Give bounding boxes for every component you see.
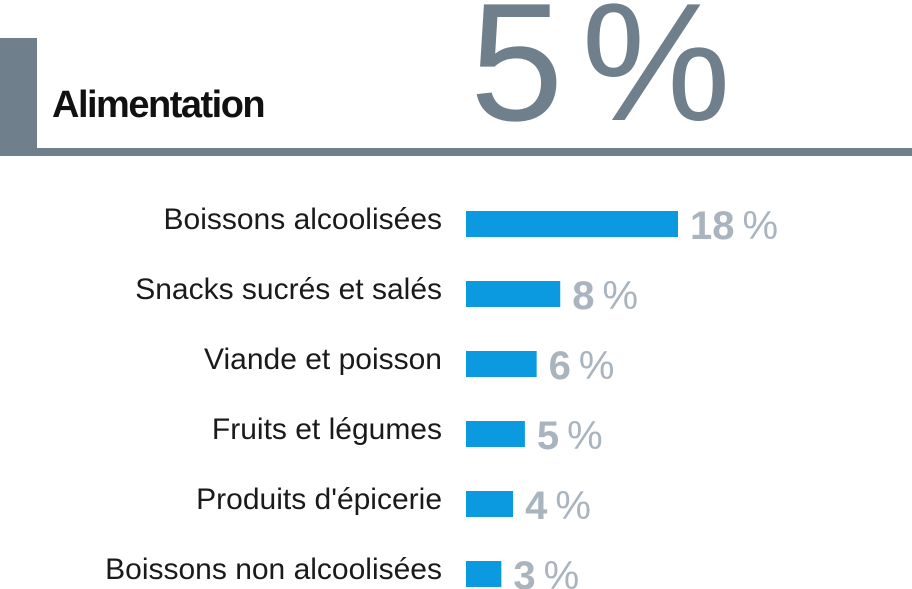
category-label: Produits d'épicerie [196, 483, 442, 516]
value-label: 4% [525, 484, 591, 528]
category-label: Snacks sucrés et salés [135, 273, 442, 306]
bar [466, 421, 525, 447]
category-label: Boissons non alcoolisées [105, 553, 442, 586]
value-label: 3% [513, 554, 579, 589]
section-title: Alimentation [52, 84, 266, 126]
headline-stat-value: 5 [470, 0, 582, 156]
headline-stat-unit: % [581, 0, 730, 156]
category-label: Boissons alcoolisées [164, 203, 442, 236]
value-label: 5% [537, 414, 603, 458]
value-label: 18% [690, 204, 778, 248]
headline-stat: 5% [470, 0, 731, 146]
value-label: 6% [549, 344, 615, 388]
header-divider [0, 148, 912, 156]
category-label: Fruits et légumes [212, 413, 442, 446]
bar [466, 491, 514, 517]
value-label: 8% [572, 274, 638, 318]
category-label: Viande et poisson [204, 343, 442, 376]
bar [466, 281, 561, 307]
bar [466, 561, 502, 587]
bar [466, 211, 678, 237]
accent-bar [0, 38, 37, 156]
bar [466, 351, 537, 377]
